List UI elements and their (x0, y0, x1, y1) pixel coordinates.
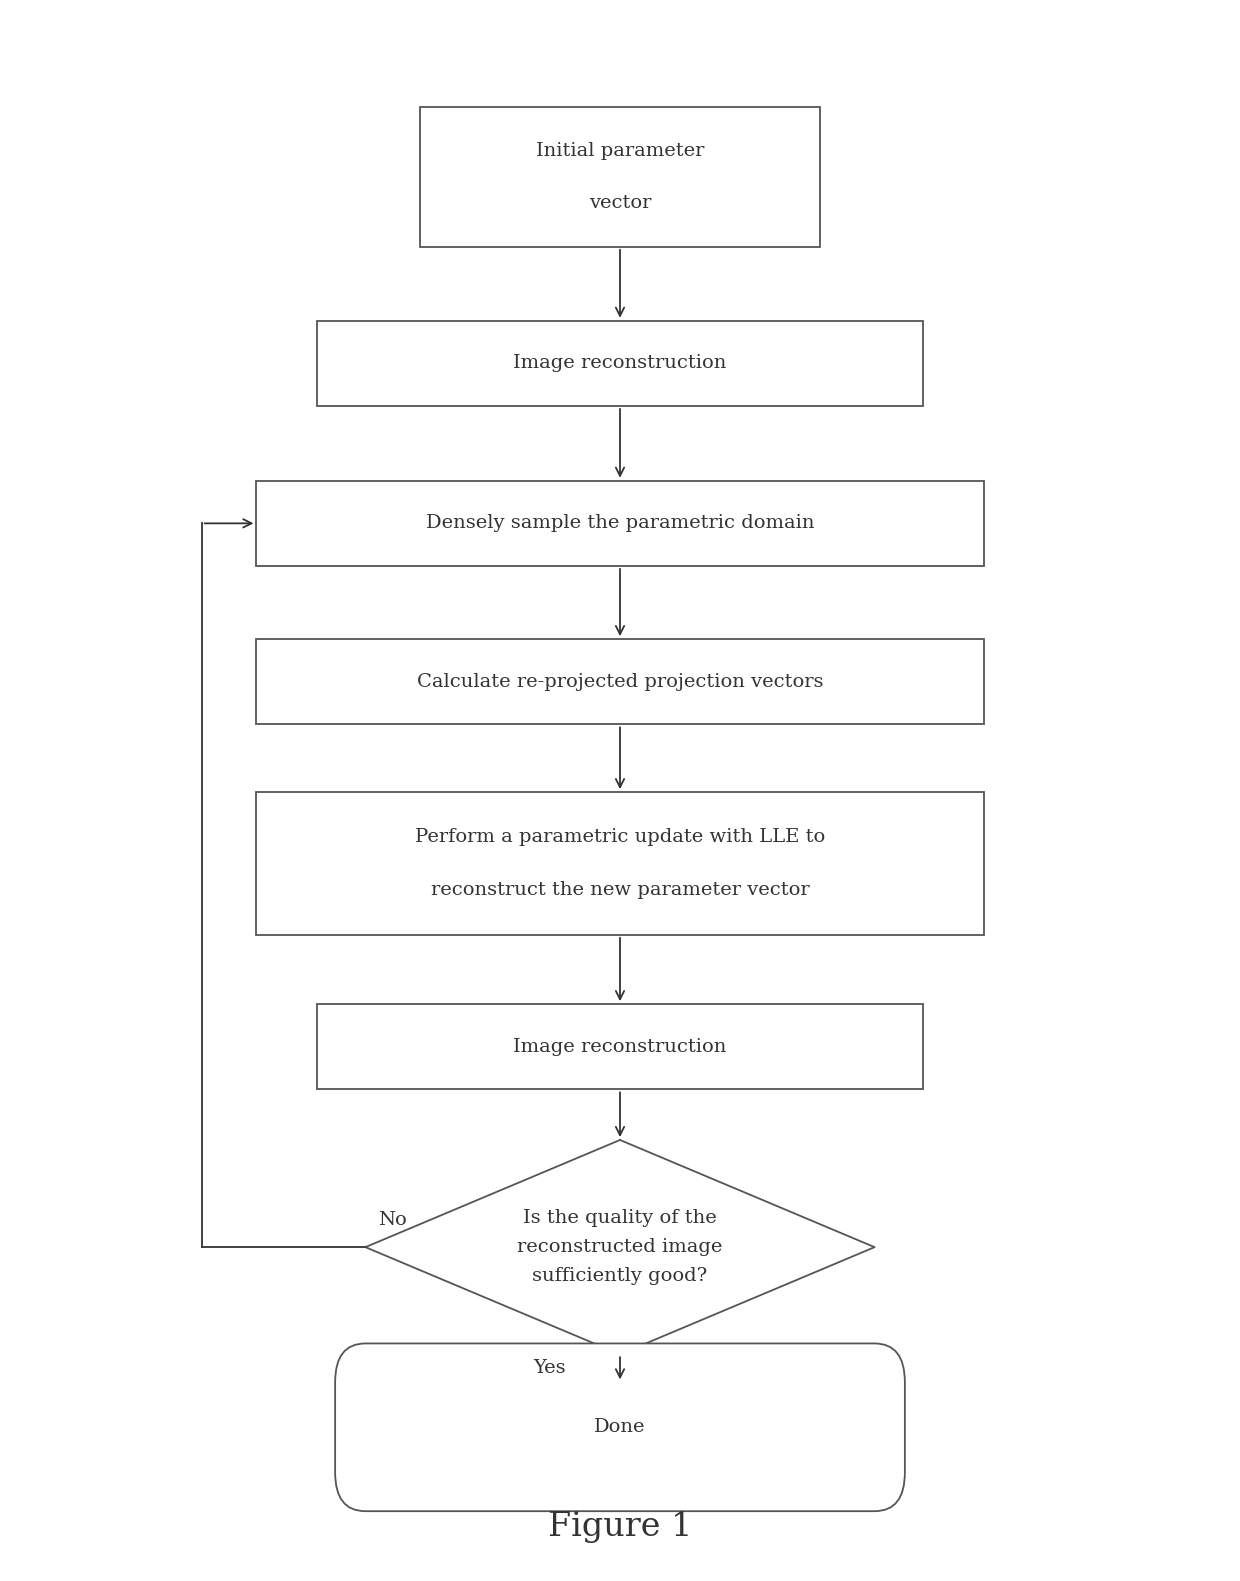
FancyBboxPatch shape (420, 108, 820, 247)
FancyBboxPatch shape (317, 1004, 923, 1089)
FancyBboxPatch shape (335, 1344, 905, 1511)
Text: Perform a parametric update with LLE to

reconstruct the new parameter vector: Perform a parametric update with LLE to … (415, 828, 825, 900)
Text: Densely sample the parametric domain: Densely sample the parametric domain (425, 514, 815, 533)
Text: Image reconstruction: Image reconstruction (513, 1037, 727, 1056)
FancyBboxPatch shape (257, 792, 983, 934)
Text: Is the quality of the
reconstructed image
sufficiently good?: Is the quality of the reconstructed imag… (517, 1209, 723, 1285)
Text: Initial parameter

vector: Initial parameter vector (536, 142, 704, 212)
Text: Calculate re-projected projection vectors: Calculate re-projected projection vector… (417, 674, 823, 691)
Polygon shape (366, 1140, 874, 1355)
Text: Image reconstruction: Image reconstruction (513, 354, 727, 373)
FancyBboxPatch shape (257, 481, 983, 566)
Text: No: No (377, 1211, 407, 1228)
Text: Figure 1: Figure 1 (548, 1511, 692, 1543)
Text: Yes: Yes (533, 1360, 565, 1377)
FancyBboxPatch shape (317, 321, 923, 406)
Text: Done: Done (594, 1418, 646, 1436)
FancyBboxPatch shape (257, 639, 983, 724)
